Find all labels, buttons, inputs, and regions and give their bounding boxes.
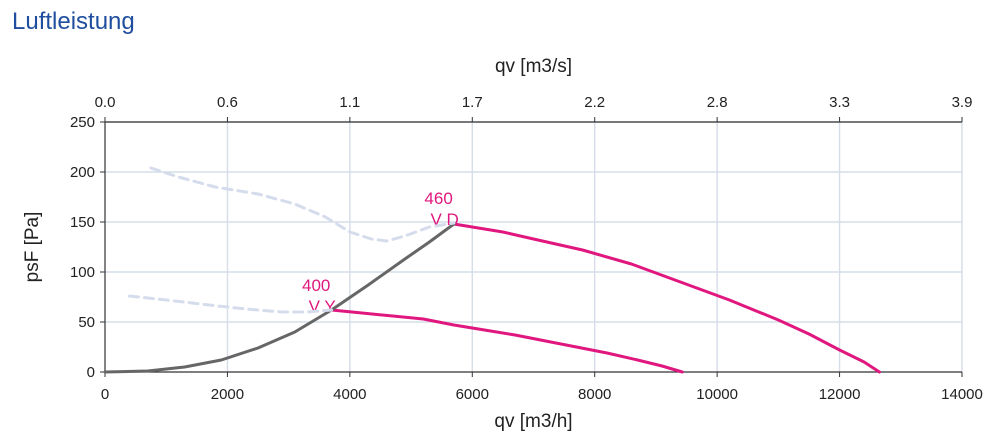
y-tick-label: 0	[87, 364, 95, 381]
x-tick-label: 4000	[333, 386, 366, 403]
curve-label-connection: V Y	[309, 297, 336, 316]
x-tick-label: 10000	[696, 386, 738, 403]
y-tick-label: 200	[70, 164, 95, 181]
top-axis-title: qv [m3/s]	[495, 56, 572, 77]
top-tick-label: 3.9	[952, 94, 973, 111]
top-tick-label: 1.7	[462, 94, 483, 111]
x-axis-title: qv [m3/h]	[494, 411, 572, 432]
y-axis-title: psF [Pa]	[22, 212, 43, 283]
fan-curve-400	[330, 308, 684, 374]
x-tick-label: 8000	[578, 386, 611, 403]
x-tick-label: 0	[101, 386, 109, 403]
tick-labels: 00.020000.640001.160001.780002.2100002.8…	[70, 94, 983, 403]
page-title: Luftleistung	[12, 8, 135, 35]
x-tick-label: 14000	[941, 386, 983, 403]
x-tick-label: 12000	[819, 386, 861, 403]
curve-label-speed: 460	[424, 189, 452, 208]
top-tick-label: 0.0	[95, 94, 116, 111]
dashed-curve	[149, 166, 456, 243]
x-tick-label: 2000	[211, 386, 244, 403]
y-tick-label: 150	[70, 214, 95, 231]
top-tick-label: 0.6	[217, 94, 238, 111]
x-tick-label: 6000	[456, 386, 489, 403]
system-curve	[103, 222, 456, 374]
dashed-curve	[128, 294, 333, 314]
top-tick-label: 1.1	[339, 94, 360, 111]
top-tick-label: 2.2	[584, 94, 605, 111]
fan-curve-460	[452, 222, 881, 374]
top-tick-label: 3.3	[829, 94, 850, 111]
curve-label-speed: 400	[302, 276, 330, 295]
axes	[100, 117, 963, 377]
top-tick-label: 2.8	[707, 94, 728, 111]
y-tick-label: 50	[78, 314, 95, 331]
y-tick-label: 100	[70, 264, 95, 281]
y-tick-label: 250	[70, 114, 95, 131]
grid-lines	[105, 121, 963, 372]
